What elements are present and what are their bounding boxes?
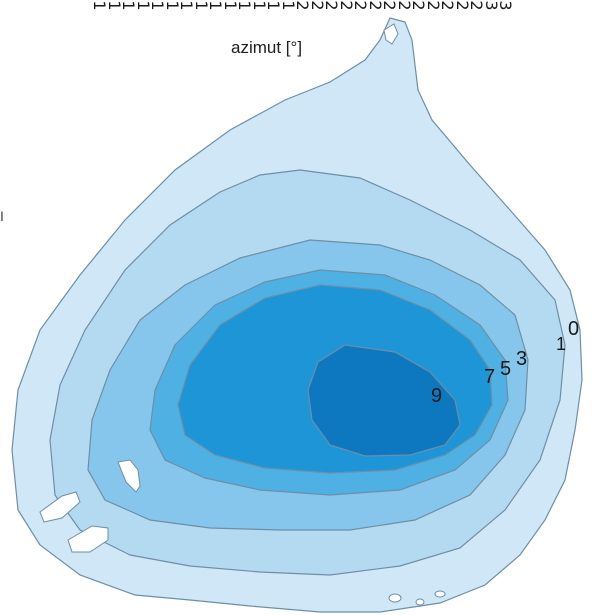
axis-label: azimut [°] — [231, 38, 303, 57]
white-hole-4 — [383, 23, 399, 45]
contour-label-1: 1 — [556, 334, 567, 354]
contour-label-5: 5 — [500, 358, 512, 380]
contour-label-7: 7 — [484, 366, 496, 388]
contour-label-3: 3 — [516, 348, 528, 370]
contour-level-9 — [307, 344, 461, 457]
white-hole-3 — [67, 525, 109, 553]
white-hole-1 — [117, 459, 141, 493]
white-hole-6 — [415, 598, 425, 606]
contour-label-0: 0 — [568, 318, 580, 340]
white-hole-7 — [434, 590, 446, 598]
white-hole-2 — [39, 491, 81, 523]
left-edge-mark: I — [0, 208, 4, 224]
contour-label-9: 9 — [431, 385, 443, 407]
white-hole-5 — [388, 593, 402, 603]
